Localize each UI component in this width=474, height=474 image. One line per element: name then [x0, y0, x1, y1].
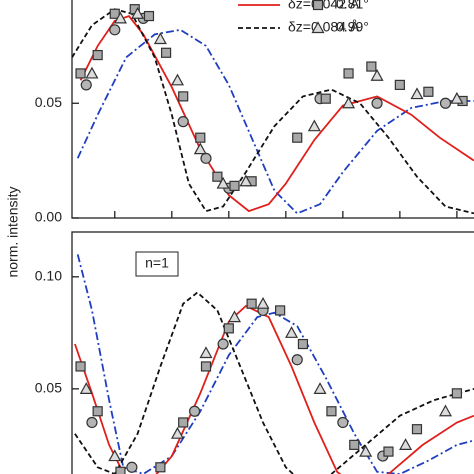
- square-marker: [366, 61, 377, 72]
- plot-frame: [71, 0, 474, 219]
- triangle-marker: [227, 310, 242, 323]
- triangle-marker: [239, 174, 253, 187]
- curve: [76, 254, 474, 474]
- triangle-marker: [450, 91, 464, 104]
- square-marker: [178, 91, 189, 102]
- circle-marker: [291, 354, 303, 366]
- triangle-marker: [108, 449, 122, 462]
- triangle-marker: [85, 66, 99, 79]
- triangle-marker: [170, 73, 185, 86]
- y-tick-label: 0.05: [35, 94, 62, 110]
- triangle-marker: [370, 68, 384, 81]
- circle-marker: [177, 116, 189, 128]
- legend-label: δz=0.084 Å: [288, 19, 360, 35]
- circle-marker: [439, 97, 452, 109]
- triangle-marker: [216, 176, 230, 189]
- triangle-marker: [410, 87, 424, 100]
- curve: [74, 304, 474, 474]
- curve: [72, 8, 474, 215]
- square-marker: [143, 10, 155, 22]
- triangle-marker: [153, 32, 167, 45]
- square-marker: [195, 132, 206, 143]
- y-tick-label: 0.00: [35, 209, 62, 225]
- triangle-marker: [307, 119, 321, 132]
- triangle-marker: [399, 438, 413, 450]
- plot-frame: [71, 231, 474, 474]
- triangle-marker: [438, 404, 453, 417]
- square-marker: [75, 361, 86, 372]
- circle-marker: [109, 24, 121, 36]
- square-marker: [200, 361, 212, 372]
- square-marker: [394, 79, 405, 91]
- square-marker: [411, 424, 423, 435]
- triangle-marker: [193, 142, 207, 155]
- circle-marker: [217, 338, 229, 350]
- plot-area: [72, 4, 474, 215]
- square-marker: [178, 417, 189, 428]
- legend-label: δz=0.042 Å: [288, 0, 360, 12]
- circle-marker: [188, 405, 201, 417]
- square-marker: [246, 298, 257, 309]
- square-marker: [212, 171, 223, 182]
- curve: [76, 28, 474, 215]
- square-marker: [109, 8, 120, 19]
- triangle-marker: [256, 296, 270, 309]
- legend-marker: [312, 0, 324, 11]
- y-axis-label: norm. intensity: [5, 186, 21, 277]
- triangle-marker: [131, 7, 145, 19]
- square-marker: [223, 323, 234, 334]
- curve: [74, 291, 474, 474]
- square-marker: [229, 180, 240, 191]
- triangle-marker: [342, 96, 356, 109]
- square-marker: [92, 49, 103, 61]
- square-marker: [292, 132, 303, 143]
- square-marker: [320, 93, 331, 104]
- triangle-marker: [285, 326, 299, 338]
- square-marker: [115, 466, 126, 474]
- legend-marker: [311, 21, 325, 34]
- legend-label: 0.99°: [336, 19, 369, 35]
- triangle-marker: [199, 346, 213, 359]
- square-marker: [343, 68, 354, 79]
- square-marker: [349, 439, 360, 450]
- square-marker: [297, 338, 309, 350]
- square-marker: [92, 406, 103, 417]
- curve: [79, 15, 474, 213]
- triangle-marker: [113, 11, 127, 24]
- circle-marker: [337, 416, 349, 429]
- annotation-box: [135, 251, 179, 277]
- square-marker: [451, 388, 462, 399]
- square-marker: [155, 462, 166, 473]
- legend-label: 0.81°: [336, 0, 369, 12]
- square-marker: [423, 86, 434, 97]
- y-tick-label: 0.10: [35, 268, 62, 284]
- square-marker: [383, 446, 394, 457]
- circle-marker: [200, 152, 212, 164]
- circle-marker: [371, 97, 383, 109]
- circle-marker: [86, 416, 98, 429]
- triangle-marker: [79, 382, 93, 394]
- triangle-marker: [170, 426, 185, 439]
- triangle-marker: [359, 444, 373, 457]
- triangle-marker: [313, 382, 327, 394]
- square-marker: [160, 47, 172, 58]
- annotation: n=1: [145, 255, 169, 271]
- square-marker: [326, 406, 337, 417]
- plot-area: [74, 254, 474, 474]
- square-marker: [75, 68, 86, 79]
- square-marker: [275, 305, 286, 316]
- circle-marker: [126, 461, 138, 473]
- circle-marker: [80, 79, 92, 91]
- y-tick-label: 0.05: [35, 380, 62, 396]
